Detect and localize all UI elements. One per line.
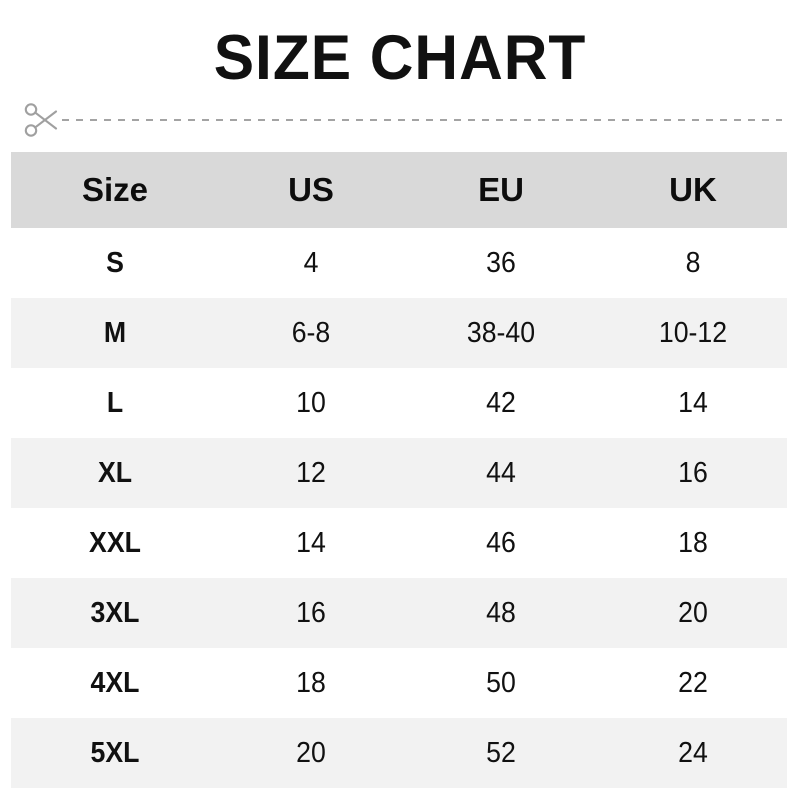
cell-uk: 18 — [678, 526, 708, 559]
table-row: 3XL 16 48 20 — [11, 578, 787, 648]
column-header-eu: EU — [403, 152, 599, 228]
cell-us: 18 — [296, 666, 326, 699]
column-header-us: US — [219, 152, 403, 228]
column-header-size: Size — [11, 152, 219, 228]
cell-size: 4XL — [90, 666, 140, 699]
cell-us: 12 — [296, 456, 326, 489]
table-row: M 6-8 38-40 10-12 — [11, 298, 787, 368]
cell-size: 3XL — [90, 596, 140, 629]
cell-size: XL — [97, 456, 133, 489]
cell-eu: 42 — [486, 386, 516, 419]
cell-uk: 20 — [678, 596, 708, 629]
cell-eu: 44 — [486, 456, 516, 489]
cell-us: 16 — [296, 596, 326, 629]
table-header-row: Size US EU UK — [11, 152, 787, 228]
table-row: L 10 42 14 — [11, 368, 787, 438]
cell-uk: 14 — [678, 386, 708, 419]
table-row: XL 12 44 16 — [11, 438, 787, 508]
table-row: S 4 36 8 — [11, 228, 787, 298]
size-table: Size US EU UK S 4 36 8 M 6-8 38-40 10-12 — [11, 152, 787, 788]
cell-eu: 48 — [486, 596, 516, 629]
size-table-wrap: Size US EU UK S 4 36 8 M 6-8 38-40 10-12 — [11, 152, 787, 788]
cell-size: M — [103, 316, 127, 349]
table-header: Size US EU UK — [11, 152, 787, 228]
cell-eu: 36 — [486, 246, 516, 279]
column-header-uk: UK — [599, 152, 787, 228]
cell-eu: 38-40 — [466, 316, 536, 349]
cut-line — [22, 103, 782, 137]
cell-eu: 50 — [486, 666, 516, 699]
cell-size: XXL — [89, 526, 141, 559]
cell-uk: 16 — [678, 456, 708, 489]
table-row: 5XL 20 52 24 — [11, 718, 787, 788]
cell-us: 14 — [296, 526, 326, 559]
cell-us: 4 — [303, 246, 319, 279]
page-title: SIZE CHART — [213, 23, 587, 93]
dashed-cut-line — [62, 119, 782, 121]
cell-us: 20 — [296, 736, 326, 769]
scissors-icon — [22, 101, 64, 139]
cell-eu: 46 — [486, 526, 516, 559]
cell-size: 5XL — [90, 736, 140, 769]
cell-size: L — [106, 386, 124, 419]
cell-uk: 8 — [685, 246, 701, 279]
cell-eu: 52 — [486, 736, 516, 769]
cell-us: 6-8 — [291, 316, 331, 349]
table-row: XXL 14 46 18 — [11, 508, 787, 578]
table-row: 4XL 18 50 22 — [11, 648, 787, 718]
cell-size: S — [106, 246, 124, 279]
cell-us: 10 — [296, 386, 326, 419]
table-body: S 4 36 8 M 6-8 38-40 10-12 L 10 42 14 — [11, 228, 787, 788]
cell-uk: 24 — [678, 736, 708, 769]
cell-uk: 10-12 — [658, 316, 728, 349]
cell-uk: 22 — [678, 666, 708, 699]
